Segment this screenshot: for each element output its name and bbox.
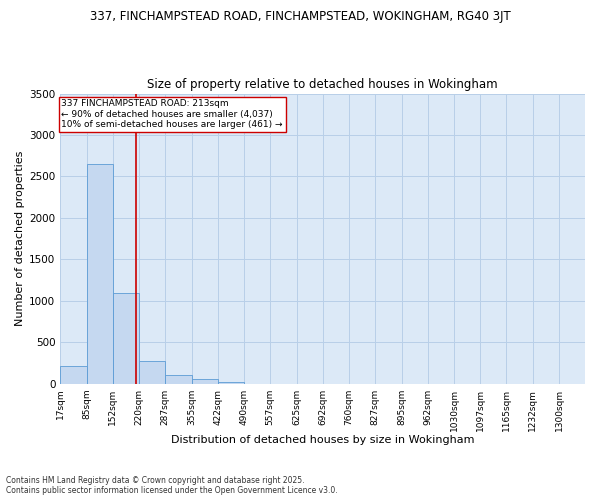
Text: Contains HM Land Registry data © Crown copyright and database right 2025.
Contai: Contains HM Land Registry data © Crown c… <box>6 476 338 495</box>
Bar <box>191 380 218 384</box>
Title: Size of property relative to detached houses in Wokingham: Size of property relative to detached ho… <box>148 78 498 91</box>
Text: 337, FINCHAMPSTEAD ROAD, FINCHAMPSTEAD, WOKINGHAM, RG40 3JT: 337, FINCHAMPSTEAD ROAD, FINCHAMPSTEAD, … <box>89 10 511 23</box>
Bar <box>60 366 87 384</box>
Y-axis label: Number of detached properties: Number of detached properties <box>15 151 25 326</box>
Bar <box>139 362 165 384</box>
Bar <box>165 374 191 384</box>
Bar <box>87 164 113 384</box>
Bar <box>113 292 139 384</box>
Bar <box>218 382 244 384</box>
Text: 337 FINCHAMPSTEAD ROAD: 213sqm
← 90% of detached houses are smaller (4,037)
10% : 337 FINCHAMPSTEAD ROAD: 213sqm ← 90% of … <box>61 100 283 129</box>
X-axis label: Distribution of detached houses by size in Wokingham: Distribution of detached houses by size … <box>171 435 475 445</box>
